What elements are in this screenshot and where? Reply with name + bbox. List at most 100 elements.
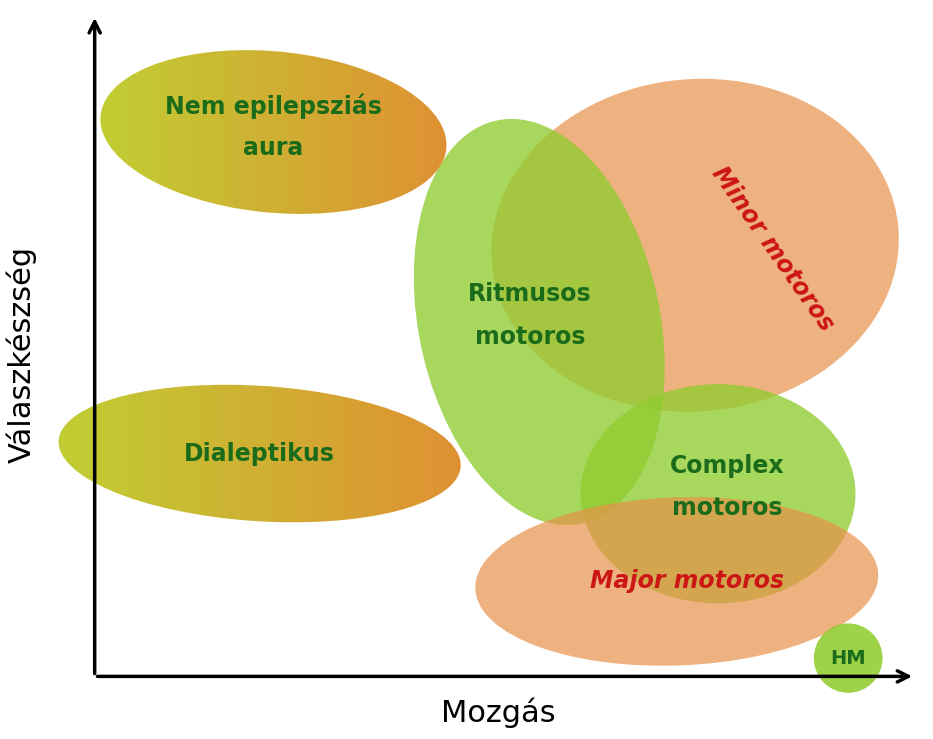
Bar [273, 19, 277, 245]
Bar [356, 359, 360, 548]
Text: aura: aura [244, 136, 303, 160]
Bar [396, 19, 398, 245]
Bar [223, 359, 228, 548]
Bar [385, 19, 388, 245]
Bar [402, 19, 406, 245]
Bar [231, 19, 235, 245]
Bar [348, 359, 353, 548]
Bar [280, 359, 284, 548]
Bar [247, 359, 252, 548]
Bar [103, 359, 106, 548]
Bar [469, 359, 473, 548]
Bar [203, 19, 207, 245]
Bar [438, 19, 440, 245]
Bar [143, 359, 146, 548]
Bar [336, 19, 340, 245]
Bar [378, 19, 382, 245]
Bar [68, 19, 72, 245]
Bar [34, 359, 38, 548]
Bar [340, 19, 343, 245]
Bar [207, 359, 211, 548]
Bar [245, 19, 249, 245]
Bar [354, 19, 357, 245]
Bar [171, 359, 175, 548]
Bar [397, 359, 401, 548]
Bar [364, 19, 368, 245]
Bar [240, 359, 244, 548]
Bar [369, 359, 372, 548]
Ellipse shape [814, 624, 883, 693]
Bar [476, 19, 479, 245]
Bar [244, 359, 247, 548]
Bar [167, 359, 171, 548]
Bar [139, 359, 143, 548]
Bar [438, 359, 441, 548]
Bar [94, 359, 98, 548]
Bar [326, 19, 329, 245]
Bar [99, 19, 103, 245]
Bar [429, 359, 433, 548]
Bar [304, 359, 308, 548]
Bar [103, 19, 106, 245]
Bar [372, 359, 377, 548]
Bar [187, 19, 189, 245]
Bar [113, 19, 117, 245]
Bar [26, 359, 30, 548]
Bar [313, 359, 316, 548]
Bar [343, 19, 346, 245]
Bar [175, 359, 179, 548]
Bar [392, 19, 396, 245]
Bar [485, 359, 490, 548]
Bar [145, 19, 148, 245]
Bar [384, 359, 389, 548]
Ellipse shape [475, 497, 878, 666]
Bar [18, 359, 21, 548]
Bar [308, 19, 312, 245]
Bar [288, 359, 292, 548]
Bar [137, 19, 141, 245]
Bar [371, 19, 374, 245]
Text: motoros: motoros [672, 497, 783, 520]
Bar [89, 19, 92, 245]
Bar [434, 19, 438, 245]
Bar [46, 359, 50, 548]
Bar [465, 19, 468, 245]
Bar [398, 19, 402, 245]
Bar [263, 19, 267, 245]
Bar [413, 359, 417, 548]
Bar [451, 19, 454, 245]
Bar [270, 19, 273, 245]
Bar [225, 19, 229, 245]
Bar [409, 359, 413, 548]
Ellipse shape [580, 384, 856, 603]
Text: Dialeptikus: Dialeptikus [184, 441, 335, 466]
Bar [201, 19, 203, 245]
Bar [54, 359, 58, 548]
Bar [207, 19, 211, 245]
Bar [458, 19, 462, 245]
Bar [50, 359, 54, 548]
Bar [235, 359, 240, 548]
Bar [217, 19, 221, 245]
Bar [221, 19, 225, 245]
Bar [120, 19, 124, 245]
Bar [183, 359, 188, 548]
Bar [106, 359, 110, 548]
Bar [430, 19, 434, 245]
Bar [457, 359, 461, 548]
Bar [118, 359, 122, 548]
Bar [64, 19, 68, 245]
Bar [301, 19, 305, 245]
Bar [159, 19, 162, 245]
Bar [58, 359, 63, 548]
Bar [412, 19, 416, 245]
Bar [122, 359, 127, 548]
Bar [189, 19, 193, 245]
Bar [176, 19, 179, 245]
Bar [134, 19, 137, 245]
Bar [127, 19, 131, 245]
Bar [315, 19, 319, 245]
Bar [197, 19, 201, 245]
Bar [235, 19, 239, 245]
Bar [92, 19, 96, 245]
